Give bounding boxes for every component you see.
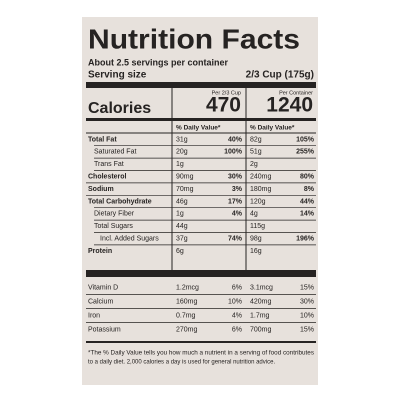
amount: 240mg: [250, 174, 272, 181]
daily-value: 74%: [228, 236, 243, 243]
daily-value: 40%: [228, 136, 243, 143]
footnote: *The % Daily Value tells you how much a …: [88, 351, 314, 357]
vitamin-name: Iron: [88, 312, 100, 319]
nutrient-name: Dietary Fiber: [94, 211, 135, 218]
daily-value: 44%: [300, 198, 315, 205]
amount: 120g: [250, 198, 266, 205]
amount: 70mg: [176, 186, 194, 193]
daily-value: 6%: [232, 284, 242, 291]
amount: 270mg: [176, 326, 198, 333]
daily-value: 8%: [304, 186, 315, 193]
amount: 1.7mg: [250, 312, 270, 319]
medium-rule: [86, 118, 316, 121]
amount: 44g: [176, 223, 188, 230]
daily-value: 80%: [300, 174, 315, 181]
vitamin-name: Calcium: [88, 298, 113, 305]
amount: 0.7mg: [176, 312, 196, 319]
label-title: Nutrition Facts: [88, 23, 300, 54]
servings: About 2.5 servings per container: [88, 57, 229, 67]
serving-size: 2/3 Cup (175g): [246, 70, 314, 81]
amount: 180mg: [250, 186, 272, 193]
amount: 700mg: [250, 326, 272, 333]
serving-size-label: Serving size: [88, 70, 147, 81]
nutrient-name: Incl. Added Sugars: [100, 236, 159, 243]
amount: 46g: [176, 198, 188, 205]
amount: 82g: [250, 136, 262, 143]
thick-rule: [86, 82, 316, 88]
amount: 37g: [176, 236, 188, 243]
calories-label: Calories: [88, 100, 151, 117]
amount: 51g: [250, 149, 262, 156]
thick-rule: [86, 270, 316, 277]
dv-header: % Daily Value*: [250, 125, 295, 132]
footnote: to a daily diet. 2,000 calories a day is…: [88, 360, 275, 366]
daily-value: 30%: [228, 174, 243, 181]
daily-value: 4%: [232, 211, 243, 218]
daily-value: 14%: [300, 211, 315, 218]
nutrient-name: Total Carbohydrate: [88, 198, 152, 205]
daily-value: 196%: [296, 236, 315, 243]
nutrient-name: Sodium: [88, 186, 114, 193]
daily-value: 15%: [300, 284, 314, 291]
amount: 2g: [250, 161, 258, 168]
nutrient-name: Cholesterol: [88, 174, 127, 181]
daily-value: 105%: [296, 136, 315, 143]
nutrient-name: Total Fat: [88, 136, 117, 143]
amount: 1g: [176, 161, 184, 168]
daily-value: 4%: [232, 312, 242, 319]
nutrient-name: Total Sugars: [94, 223, 133, 230]
daily-value: 17%: [228, 198, 243, 205]
amount: 1g: [176, 211, 184, 218]
vitamin-name: Vitamin D: [88, 284, 118, 291]
daily-value: 100%: [224, 149, 243, 156]
amount: 16g: [250, 248, 262, 255]
amount: 1.2mcg: [176, 284, 199, 291]
nutrient-name: Trans Fat: [94, 161, 124, 168]
nutrient-name: Protein: [88, 248, 112, 255]
amount: 160mg: [176, 298, 198, 305]
nutrient-name: Saturated Fat: [94, 149, 136, 156]
amount: 20g: [176, 149, 188, 156]
amount: 6g: [176, 248, 184, 255]
calories-value: 1240: [266, 94, 313, 117]
amount: 31g: [176, 136, 188, 143]
column-header: Per Container: [279, 90, 313, 96]
daily-value: 255%: [296, 149, 315, 156]
dv-header: % Daily Value*: [176, 125, 221, 132]
amount: 4g: [250, 211, 258, 218]
amount: 420mg: [250, 298, 272, 305]
daily-value: 30%: [300, 298, 314, 305]
vitamin-name: Potassium: [88, 326, 121, 333]
amount: 98g: [250, 236, 262, 243]
daily-value: 10%: [300, 312, 314, 319]
daily-value: 3%: [232, 186, 243, 193]
daily-value: 10%: [228, 298, 242, 305]
calories-value: 470: [206, 94, 241, 117]
daily-value: 15%: [300, 326, 314, 333]
label-background: [82, 17, 318, 385]
column-header: Per 2/3 Cup: [212, 90, 241, 96]
daily-value: 6%: [232, 326, 242, 333]
amount: 90mg: [176, 174, 194, 181]
amount: 115g: [250, 223, 265, 230]
amount: 3.1mcg: [250, 284, 273, 291]
